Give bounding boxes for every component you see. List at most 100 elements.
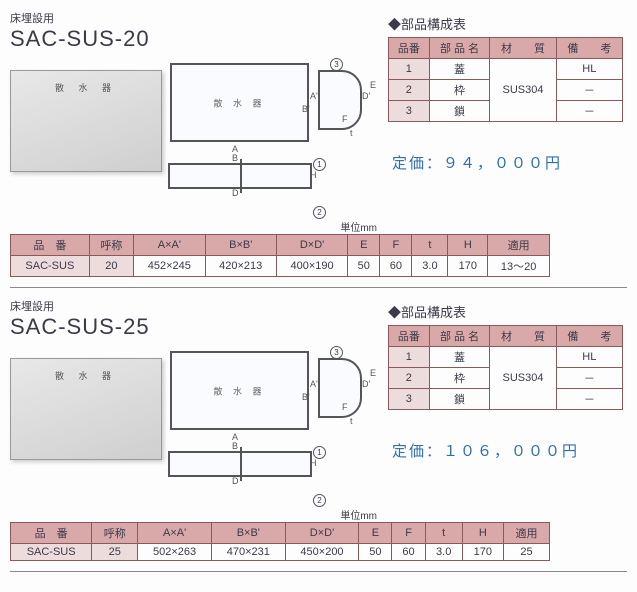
th: D×D' bbox=[276, 235, 347, 256]
dim-F: F bbox=[342, 114, 348, 124]
dim-D: D bbox=[232, 476, 239, 486]
product-section-2: 床埋設用 SAC-SUS-25 A B D A' B' D' E F t H 3… bbox=[10, 298, 627, 572]
left-column: 床埋設用 SAC-SUS-20 A B D A' B' D' E F t H 3… bbox=[10, 10, 380, 223]
th: 材 質 bbox=[490, 326, 556, 347]
spec-table: 品 番 呼称 A×A' B×B' D×D' E F t H 適用 SAC‐SUS… bbox=[10, 234, 550, 277]
product-section-1: 床埋設用 SAC-SUS-20 A B D A' B' D' E F t H 3… bbox=[10, 10, 627, 288]
th: H bbox=[462, 523, 503, 544]
cell: HL bbox=[556, 347, 622, 368]
cell: SAC‐SUS bbox=[11, 544, 92, 561]
dim-B: B bbox=[232, 153, 238, 163]
dim-D: D bbox=[232, 188, 239, 198]
cell: 400×190 bbox=[276, 256, 347, 277]
cell: 3 bbox=[389, 389, 430, 410]
table-row: SAC‐SUS 25 502×263 470×231 450×200 50 60… bbox=[11, 544, 550, 561]
dim-B: B bbox=[232, 441, 238, 451]
usage-label: 床埋設用 bbox=[10, 298, 380, 314]
th: E bbox=[348, 235, 380, 256]
parts-table: 品番 部 品 名 材 質 備 考 1 蓋 SUS304 HL 2 枠 － bbox=[388, 37, 623, 122]
th: 呼称 bbox=[92, 523, 138, 544]
callout-1: 1 bbox=[313, 158, 326, 171]
th: A×A' bbox=[134, 235, 205, 256]
cell: 1 bbox=[389, 59, 430, 80]
th: 品 番 bbox=[11, 523, 92, 544]
th: F bbox=[380, 235, 412, 256]
dim-Bp: B' bbox=[302, 392, 310, 402]
dim-H: H bbox=[310, 170, 317, 180]
th: 部 品 名 bbox=[429, 326, 490, 347]
product-photo bbox=[10, 358, 162, 460]
cell: 2 bbox=[389, 80, 430, 101]
dim-t: t bbox=[350, 416, 353, 426]
th: A×A' bbox=[138, 523, 212, 544]
dim-Ap: A' bbox=[310, 379, 318, 389]
dim-H: H bbox=[310, 458, 317, 468]
callout-2: 2 bbox=[313, 206, 326, 219]
cell: 1 bbox=[389, 347, 430, 368]
table-row: SAC‐SUS 20 452×245 420×213 400×190 50 60… bbox=[11, 256, 550, 277]
table-row: 1 蓋 SUS304 HL bbox=[389, 59, 623, 80]
drawing-side bbox=[318, 358, 362, 418]
table-row: 品 番 呼称 A×A' B×B' D×D' E F t H 適用 bbox=[11, 523, 550, 544]
cell: 20 bbox=[89, 256, 133, 277]
cell: 蓋 bbox=[429, 59, 490, 80]
cell: 470×231 bbox=[211, 544, 285, 561]
usage-label: 床埋設用 bbox=[10, 10, 380, 26]
callout-3: 3 bbox=[330, 346, 343, 359]
th: 適用 bbox=[503, 523, 549, 544]
model-name: SAC-SUS-25 bbox=[10, 314, 380, 340]
table-row: 1 蓋 SUS304 HL bbox=[389, 347, 623, 368]
dim-F: F bbox=[342, 402, 348, 412]
cell: － bbox=[556, 80, 622, 101]
drawing-top bbox=[168, 451, 312, 477]
cell: SAC‐SUS bbox=[11, 256, 90, 277]
cell: 502×263 bbox=[138, 544, 212, 561]
cell: 蓋 bbox=[429, 347, 490, 368]
model-name: SAC-SUS-20 bbox=[10, 26, 380, 52]
diagram-area: A B D A' B' D' E F t H 3 1 2 bbox=[10, 58, 380, 223]
th: 備 考 bbox=[556, 38, 622, 59]
cell: 50 bbox=[348, 256, 380, 277]
top-row: 床埋設用 SAC-SUS-20 A B D A' B' D' E F t H 3… bbox=[10, 10, 627, 223]
cell: SUS304 bbox=[490, 347, 556, 410]
th: 品 番 bbox=[11, 235, 90, 256]
right-column: ◆部品構成表 品番 部 品 名 材 質 備 考 1 蓋 SUS304 HL 2 … bbox=[380, 298, 627, 511]
table-row: 品番 部 品 名 材 質 備 考 bbox=[389, 326, 623, 347]
cell: 3 bbox=[389, 101, 430, 122]
callout-3: 3 bbox=[330, 58, 343, 71]
cell: 60 bbox=[392, 544, 425, 561]
parts-table-title: ◆部品構成表 bbox=[388, 14, 627, 33]
th: B×B' bbox=[211, 523, 285, 544]
th: 材 質 bbox=[490, 38, 556, 59]
left-column: 床埋設用 SAC-SUS-25 A B D A' B' D' E F t H 3… bbox=[10, 298, 380, 511]
top-row: 床埋設用 SAC-SUS-25 A B D A' B' D' E F t H 3… bbox=[10, 298, 627, 511]
dim-E: E bbox=[370, 80, 376, 90]
product-photo bbox=[10, 70, 162, 172]
cell: － bbox=[556, 368, 622, 389]
cell: 25 bbox=[92, 544, 138, 561]
spec-table: 品 番 呼称 A×A' B×B' D×D' E F t H 適用 SAC‐SUS… bbox=[10, 522, 550, 561]
price: 定価：１０６，０００円 bbox=[392, 440, 627, 461]
cell: 25 bbox=[503, 544, 549, 561]
cell: 170 bbox=[448, 256, 488, 277]
drawing-front bbox=[170, 63, 309, 142]
cell: 2 bbox=[389, 368, 430, 389]
th: 備 考 bbox=[556, 326, 622, 347]
cell: HL bbox=[556, 59, 622, 80]
cell: 鎖 bbox=[429, 101, 490, 122]
th: B×B' bbox=[205, 235, 276, 256]
cell: 13～20 bbox=[488, 256, 550, 277]
callout-2: 2 bbox=[313, 494, 326, 507]
th: 品番 bbox=[389, 326, 430, 347]
drawing-top bbox=[168, 163, 312, 189]
dim-Ap: A' bbox=[310, 91, 318, 101]
cell: 170 bbox=[462, 544, 503, 561]
cell: 枠 bbox=[429, 368, 490, 389]
cell: 3.0 bbox=[412, 256, 448, 277]
cell: 枠 bbox=[429, 80, 490, 101]
th: 適用 bbox=[488, 235, 550, 256]
cell: 60 bbox=[380, 256, 412, 277]
diagram-area: A B D A' B' D' E F t H 3 1 2 bbox=[10, 346, 380, 511]
cell: 鎖 bbox=[429, 389, 490, 410]
cell: － bbox=[556, 389, 622, 410]
